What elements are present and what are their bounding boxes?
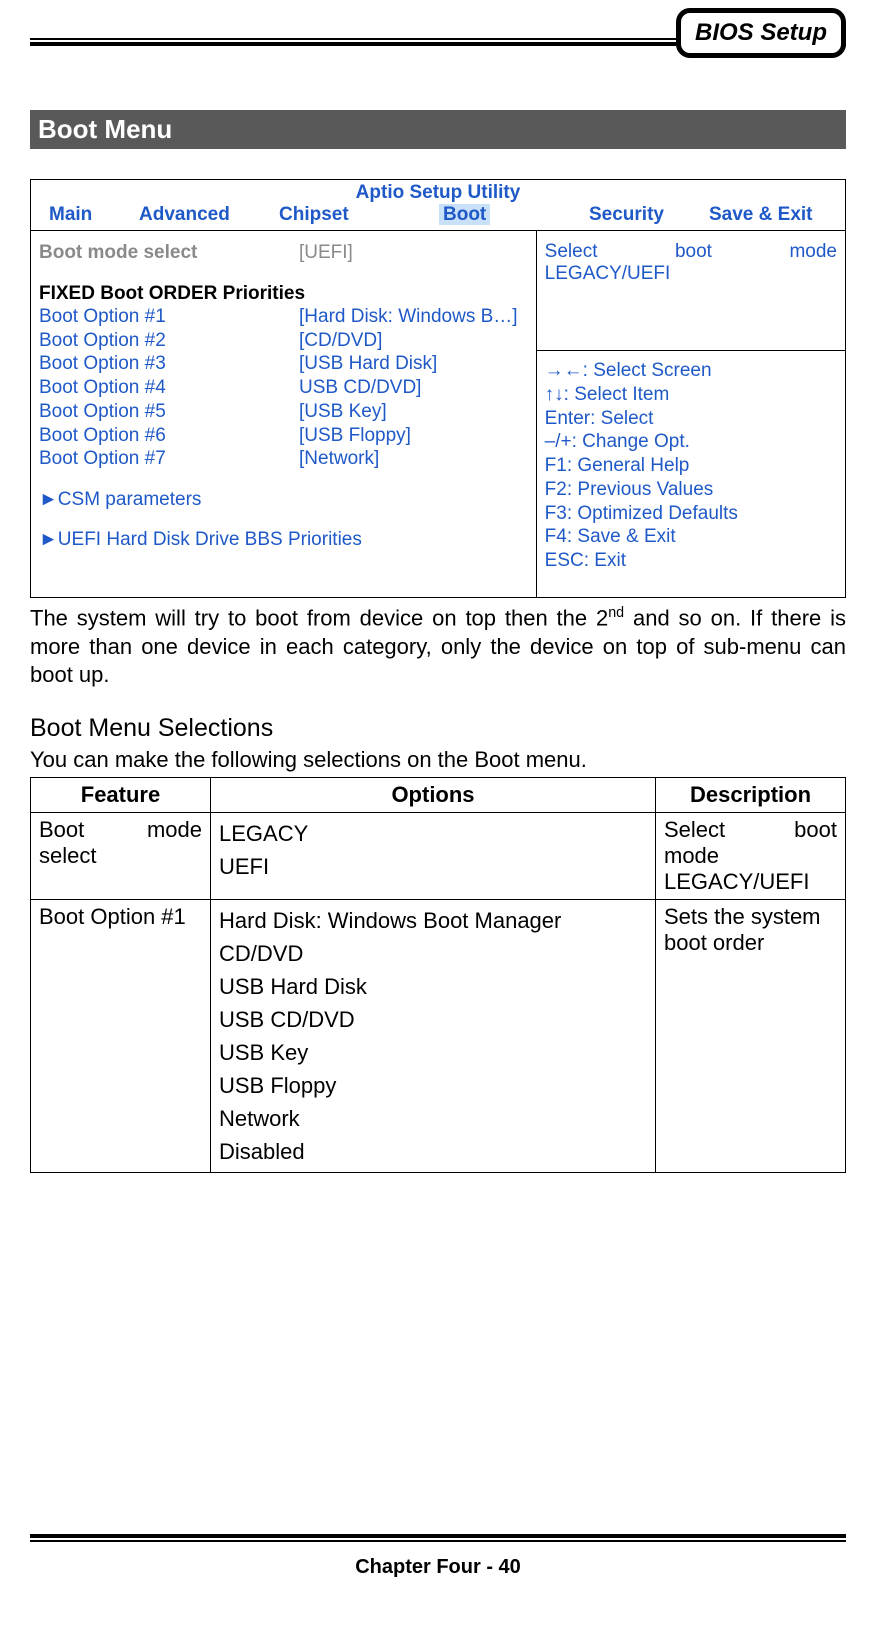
help-key: F3: Optimized Defaults <box>545 502 837 526</box>
tab-security[interactable]: Security <box>585 204 705 226</box>
cell-text: USB CD/DVD <box>219 1003 647 1036</box>
cell-text: LEGACY <box>219 817 647 850</box>
table-header-options: Options <box>211 777 656 812</box>
footer-rule <box>30 1534 846 1538</box>
help-key: F4: Save & Exit <box>545 525 837 549</box>
cell-text: USB Key <box>219 1036 647 1069</box>
help-key: ↑↓: Select Item <box>545 383 837 407</box>
bios-utility-title: Aptio Setup Utility <box>31 180 845 204</box>
table-row: Boot mode select LEGACY UEFI Select boot… <box>31 812 846 899</box>
cell-text: UEFI <box>219 850 647 883</box>
boot-option-label[interactable]: Boot Option #6 <box>39 424 299 448</box>
bios-help-description: Select boot mode LEGACY/UEFI <box>537 231 845 351</box>
boot-option-label[interactable]: Boot Option #4 <box>39 376 299 400</box>
table-row: Boot Option #1 Hard Disk: Windows Boot M… <box>31 899 846 1172</box>
table-header-feature: Feature <box>31 777 211 812</box>
help-key: →←: Select Screen <box>545 359 837 383</box>
bios-panel: Aptio Setup Utility Main Advanced Chipse… <box>30 179 846 598</box>
cell-text: CD/DVD <box>219 937 647 970</box>
uefi-bbs-link[interactable]: ►UEFI Hard Disk Drive BBS Priorities <box>39 529 528 551</box>
tab-save-exit[interactable]: Save & Exit <box>705 204 817 226</box>
selections-heading: Boot Menu Selections <box>30 714 846 743</box>
cell-text: USB Hard Disk <box>219 970 647 1003</box>
cell-text: Network <box>219 1102 647 1135</box>
boot-option-value[interactable]: USB CD/DVD] <box>299 376 421 400</box>
bios-tabs: Main Advanced Chipset Boot Security Save… <box>31 204 845 231</box>
boot-option-value[interactable]: [USB Key] <box>299 400 387 424</box>
boot-mode-label[interactable]: Boot mode select <box>39 241 299 265</box>
page-header: BIOS Setup <box>30 0 846 70</box>
help-line: LEGACY/UEFI <box>545 263 837 285</box>
help-key: –/+: Change Opt. <box>545 430 837 454</box>
bios-help-keys: →←: Select Screen ↑↓: Select Item Enter:… <box>537 351 845 597</box>
cell-text: boot order <box>664 930 837 956</box>
cell-text: mode <box>664 843 837 869</box>
fixed-order-heading: FIXED Boot ORDER Priorities <box>39 283 528 305</box>
tab-advanced[interactable]: Advanced <box>135 204 275 226</box>
boot-option-label[interactable]: Boot Option #2 <box>39 329 299 353</box>
selections-intro: You can make the following selections on… <box>30 747 846 773</box>
cell-text: USB Floppy <box>219 1069 647 1102</box>
boot-option-value[interactable]: [USB Hard Disk] <box>299 352 437 376</box>
tab-boot[interactable]: Boot <box>439 204 490 225</box>
help-key: F1: General Help <box>545 454 837 478</box>
cell-text: Boot Option #1 <box>31 899 211 1172</box>
options-table: Feature Options Description Boot mode se… <box>30 777 846 1173</box>
tab-chipset[interactable]: Chipset <box>275 204 435 226</box>
boot-option-value[interactable]: [CD/DVD] <box>299 329 382 353</box>
boot-option-value[interactable]: [Hard Disk: Windows B…] <box>299 305 518 329</box>
boot-option-label[interactable]: Boot Option #7 <box>39 447 299 471</box>
csm-parameters-link[interactable]: ►CSM parameters <box>39 489 528 511</box>
boot-option-label[interactable]: Boot Option #3 <box>39 352 299 376</box>
cell-text: LEGACY/UEFI <box>664 869 837 895</box>
boot-mode-value[interactable]: [UEFI] <box>299 241 353 265</box>
help-key: ESC: Exit <box>545 549 837 573</box>
cell-text: select <box>39 843 202 869</box>
boot-option-value[interactable]: [USB Floppy] <box>299 424 411 448</box>
cell-text: Boot mode <box>39 817 202 842</box>
page-footer: Chapter Four - 40 <box>30 1534 846 1579</box>
tab-main[interactable]: Main <box>45 204 135 226</box>
boot-option-label[interactable]: Boot Option #1 <box>39 305 299 329</box>
footer-rule <box>30 1540 846 1542</box>
section-title: Boot Menu <box>30 110 846 149</box>
header-badge: BIOS Setup <box>676 8 846 58</box>
bios-left-panel: Boot mode select [UEFI] FIXED Boot ORDER… <box>31 231 536 597</box>
cell-text: Disabled <box>219 1135 647 1168</box>
footer-text: Chapter Four - 40 <box>30 1556 846 1579</box>
cell-text: Hard Disk: Windows Boot Manager <box>219 904 647 937</box>
boot-description: The system will try to boot from device … <box>30 604 846 690</box>
boot-option-value[interactable]: [Network] <box>299 447 379 471</box>
cell-text: Sets the system <box>664 904 837 930</box>
table-header-description: Description <box>656 777 846 812</box>
cell-text: Select boot <box>664 817 837 842</box>
bios-right-panel: Select boot mode LEGACY/UEFI →←: Select … <box>536 231 845 597</box>
help-line: Select boot mode <box>545 241 837 263</box>
help-key: Enter: Select <box>545 407 837 431</box>
boot-option-label[interactable]: Boot Option #5 <box>39 400 299 424</box>
help-key: F2: Previous Values <box>545 478 837 502</box>
